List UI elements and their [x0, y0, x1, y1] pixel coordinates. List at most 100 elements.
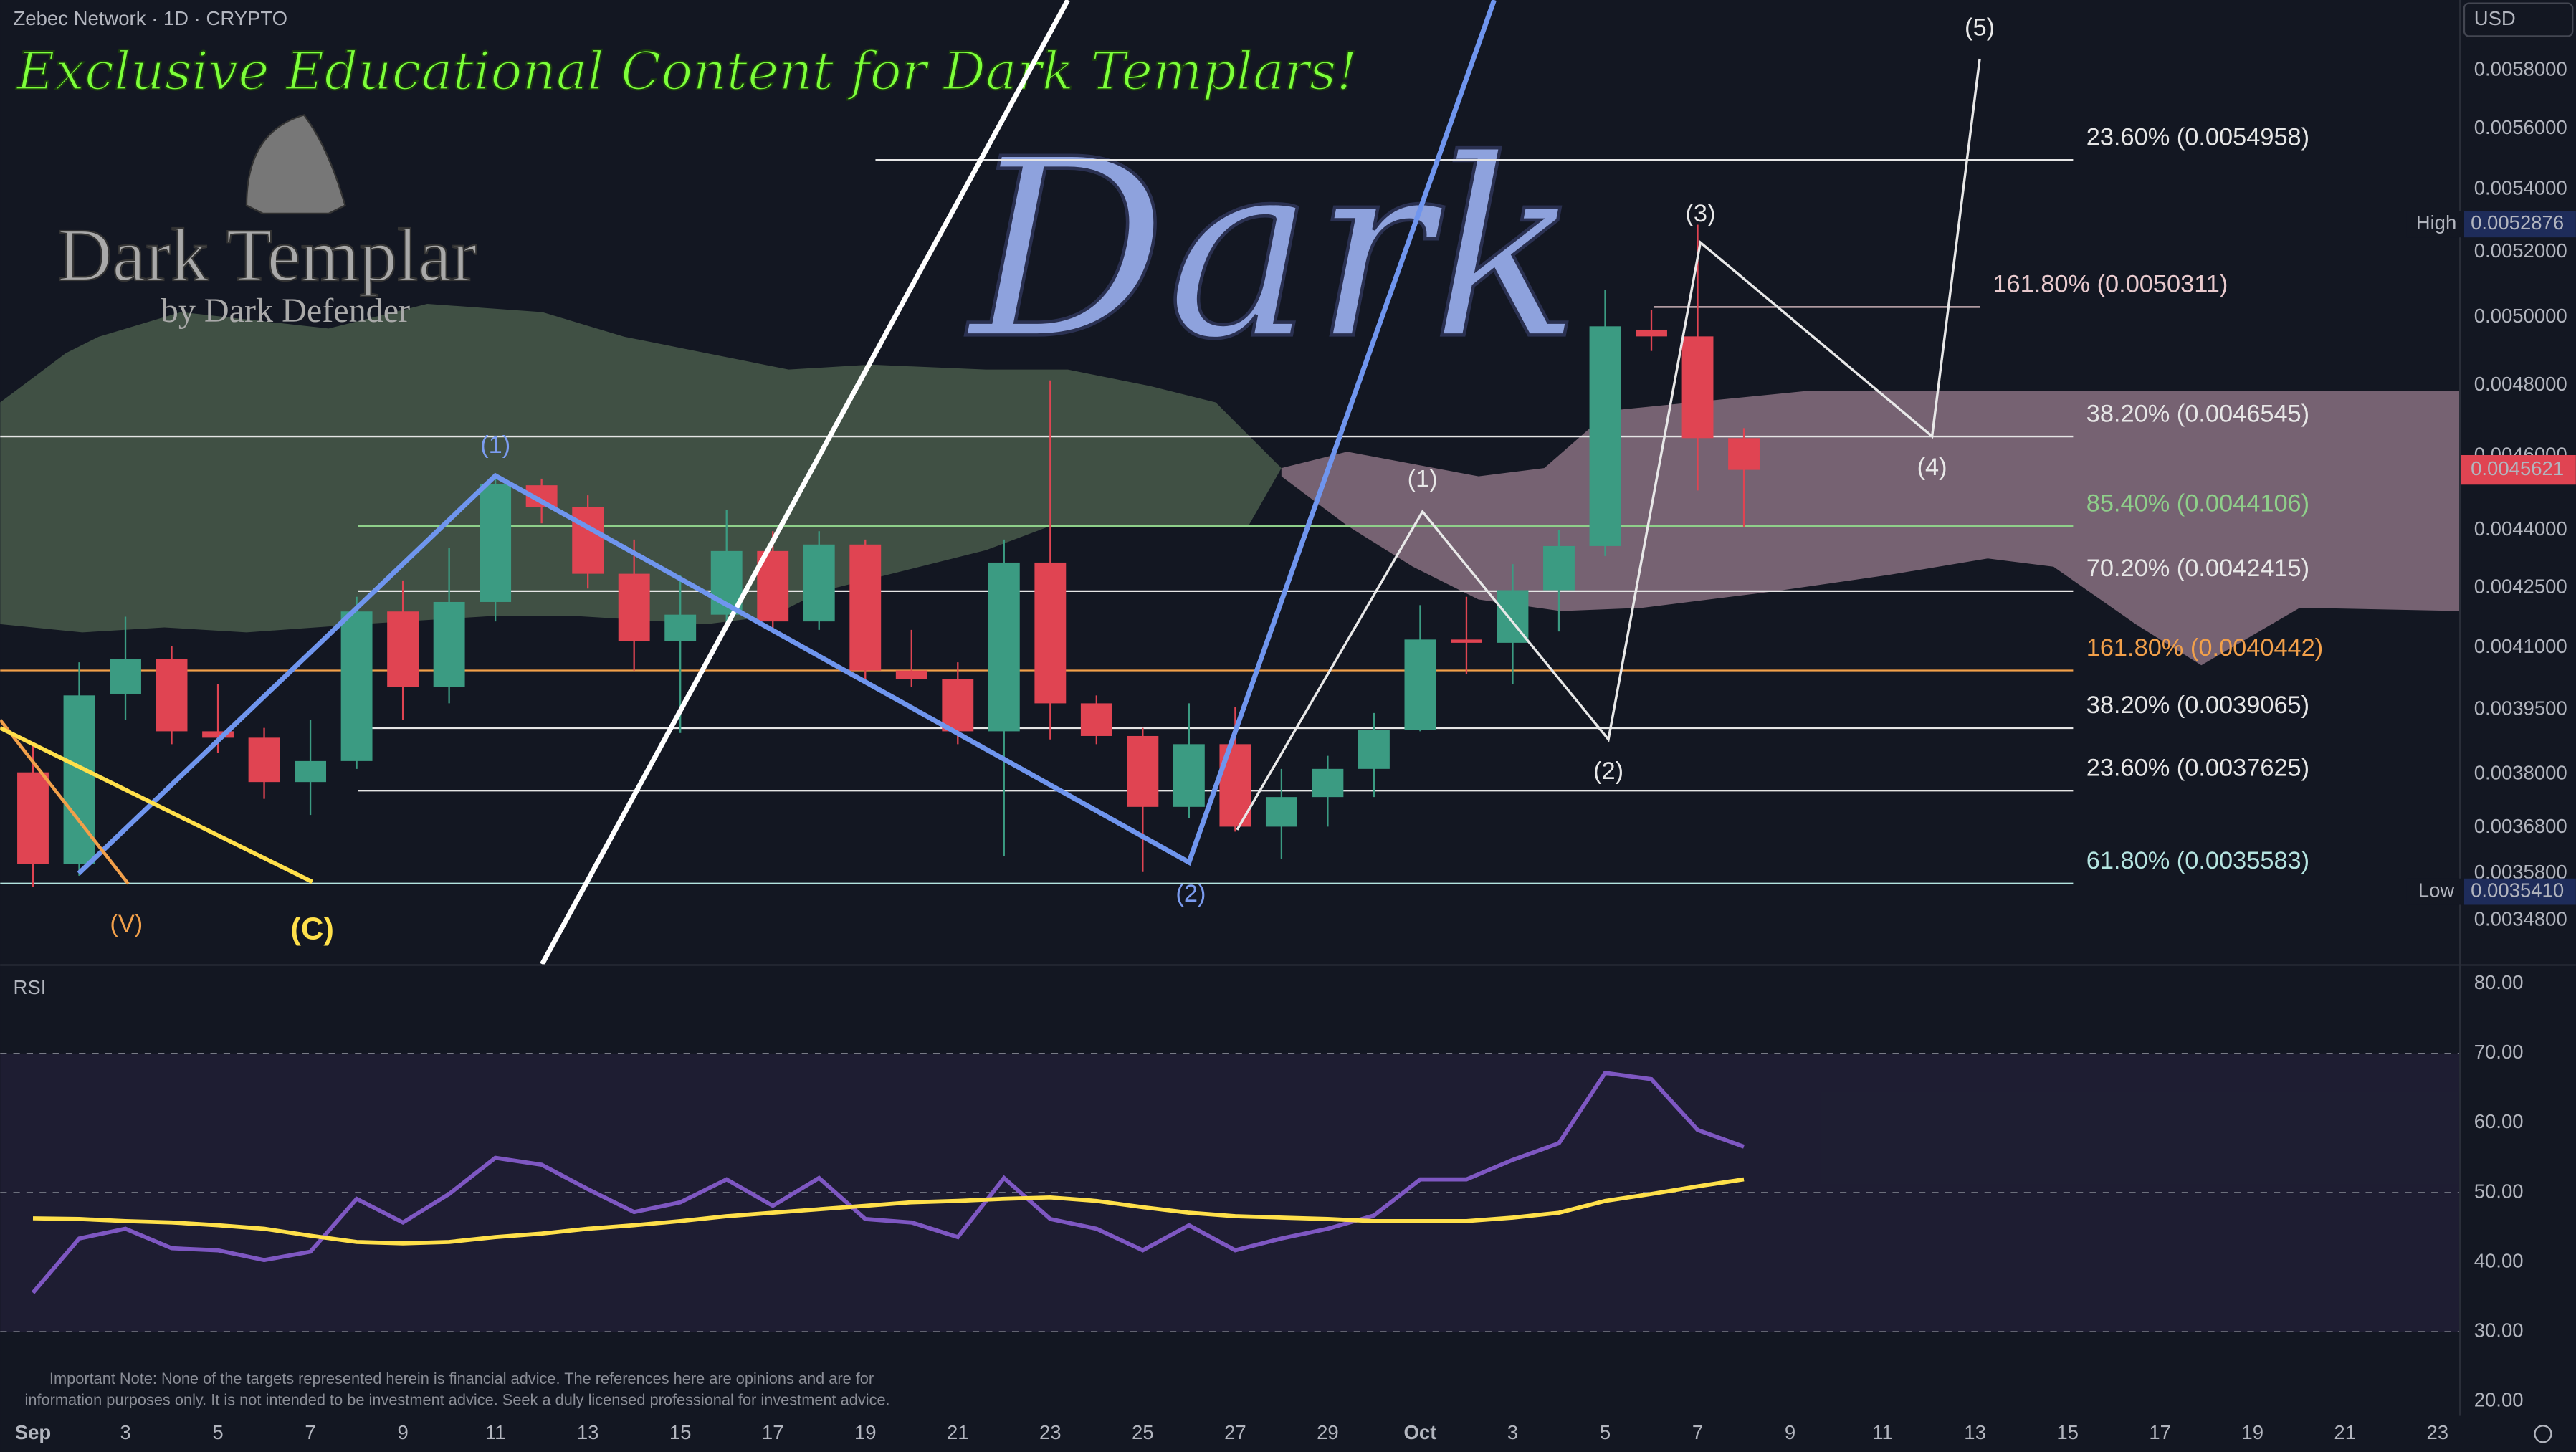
candle-body — [1589, 326, 1621, 546]
candle-body — [1681, 336, 1714, 439]
settings-icon[interactable] — [2534, 1425, 2552, 1443]
ichimoku-cloud — [0, 303, 2460, 666]
candle-body — [849, 544, 882, 671]
y-tick-label: 0.0038000 — [2474, 761, 2567, 783]
y-tick-label: 0.0042500 — [2474, 575, 2567, 597]
candle-body — [988, 562, 1020, 732]
y-tick-label: 70.00 — [2474, 1041, 2524, 1063]
candle-body — [248, 737, 280, 783]
x-tick-label: 5 — [212, 1421, 223, 1443]
x-tick-label: 3 — [120, 1421, 130, 1443]
candle-body — [17, 772, 49, 864]
y-tick-label: 0.0050000 — [2474, 305, 2567, 327]
candle-body — [1265, 797, 1297, 827]
wave-label: (3) — [1685, 200, 1715, 227]
wave-label: (C) — [290, 912, 333, 947]
wave-label: (4) — [1917, 454, 1947, 481]
candle-body — [1312, 768, 1344, 798]
wave-label: (2) — [1175, 880, 1206, 907]
candle-body — [1543, 545, 1575, 591]
y-tick-label: 0.0034800 — [2474, 908, 2567, 930]
currency-dropdown[interactable] — [2463, 2, 2574, 37]
last-price-label: 0.0045621 — [2471, 457, 2564, 479]
candle-body — [387, 611, 419, 687]
marker-value: 0.0052876 — [2471, 211, 2564, 234]
fib-label: 38.20% (0.0046545) — [2086, 400, 2309, 427]
candle-body — [202, 731, 234, 738]
candle-body — [63, 695, 95, 864]
x-tick-label: 7 — [305, 1421, 315, 1443]
marker-value: 0.0035410 — [2471, 879, 2564, 901]
candle-body — [1127, 735, 1159, 807]
banner: Exclusive Educational Content for Dark T… — [15, 41, 1358, 102]
candle-body — [433, 601, 465, 687]
marker-label: Low — [2418, 879, 2455, 901]
marker-value-box — [2463, 878, 2576, 905]
y-tick-label: 0.0036800 — [2474, 815, 2567, 837]
candle-body — [1173, 744, 1205, 807]
price-pane — [0, 0, 2074, 965]
x-tick-label: 23 — [2426, 1421, 2448, 1443]
marker-value-box — [2463, 211, 2576, 238]
wave-line — [77, 0, 1497, 876]
fib-label: 23.60% (0.0037625) — [2086, 754, 2309, 781]
symbol-title: Zebec Network · 1D · CRYPTO — [14, 7, 288, 29]
candle-body — [572, 507, 604, 574]
candle-body — [895, 670, 927, 679]
y-tick-label: 0.0052000 — [2474, 239, 2567, 262]
wave-line — [0, 726, 313, 884]
x-tick-label: 15 — [669, 1421, 692, 1443]
rsi-pane — [0, 1052, 2460, 1333]
marker-label: High — [2416, 211, 2457, 234]
candle-body — [1034, 562, 1067, 704]
x-tick-label: 27 — [1224, 1421, 1246, 1443]
x-tick-label: 21 — [2334, 1421, 2356, 1443]
logo-title: Dark Templar — [57, 213, 477, 297]
x-tick-label: 9 — [397, 1421, 408, 1443]
y-tick-label: 0.0056000 — [2474, 116, 2567, 138]
candle-body — [480, 484, 512, 602]
candle-body — [942, 679, 974, 732]
candle-body — [1451, 639, 1482, 643]
y-tick-label: 80.00 — [2474, 971, 2524, 993]
candle-body — [295, 760, 327, 783]
fib-label: 70.20% (0.0042415) — [2086, 555, 2309, 582]
y-tick-label: 0.0054000 — [2474, 176, 2567, 199]
x-tick-label: 7 — [1692, 1421, 1703, 1443]
candle-body — [1404, 639, 1436, 730]
pane-title: RSI — [14, 976, 47, 998]
note-line: information purposes only. It is not int… — [25, 1391, 890, 1409]
wave-label: (2) — [1593, 758, 1623, 785]
note-line: Important Note: None of the targets repr… — [49, 1370, 874, 1387]
rsi-line — [32, 1177, 1745, 1246]
wave-label: (1) — [480, 431, 510, 459]
x-tick-label: 11 — [485, 1421, 506, 1443]
y-tick-label: 0.0039500 — [2474, 697, 2567, 719]
rsi-line — [31, 1071, 1745, 1294]
y-tick-label: 0.0048000 — [2474, 373, 2567, 395]
fib-label: 61.80% (0.0035583) — [2086, 847, 2309, 874]
candle-body — [110, 659, 141, 694]
x-tick-label: 13 — [577, 1421, 599, 1443]
helmet-icon — [245, 114, 346, 215]
watermark: Dark — [965, 107, 1581, 393]
cloud-green — [0, 303, 1282, 633]
y-tick-label: 40.00 — [2474, 1249, 2524, 1271]
y-tick-label: 0.0058000 — [2474, 57, 2567, 80]
x-tick-label: 19 — [854, 1421, 877, 1443]
fib-label: 23.60% (0.0054958) — [2086, 123, 2309, 151]
candle-body — [618, 573, 650, 641]
candle-body — [1636, 329, 1667, 337]
fib-label: 161.80% (0.0040442) — [2086, 634, 2324, 661]
wave-line — [1236, 58, 1981, 831]
x-tick-label: 17 — [762, 1421, 784, 1443]
candle-body — [1358, 730, 1390, 769]
wave-label: (1) — [1408, 466, 1438, 493]
cloud-pink — [1281, 391, 2460, 666]
currency-label[interactable]: USD — [2474, 7, 2516, 29]
y-tick-label: 0.0041000 — [2474, 635, 2567, 657]
candle-body — [156, 659, 188, 732]
fib-label: 161.80% (0.0050311) — [1993, 271, 2228, 298]
